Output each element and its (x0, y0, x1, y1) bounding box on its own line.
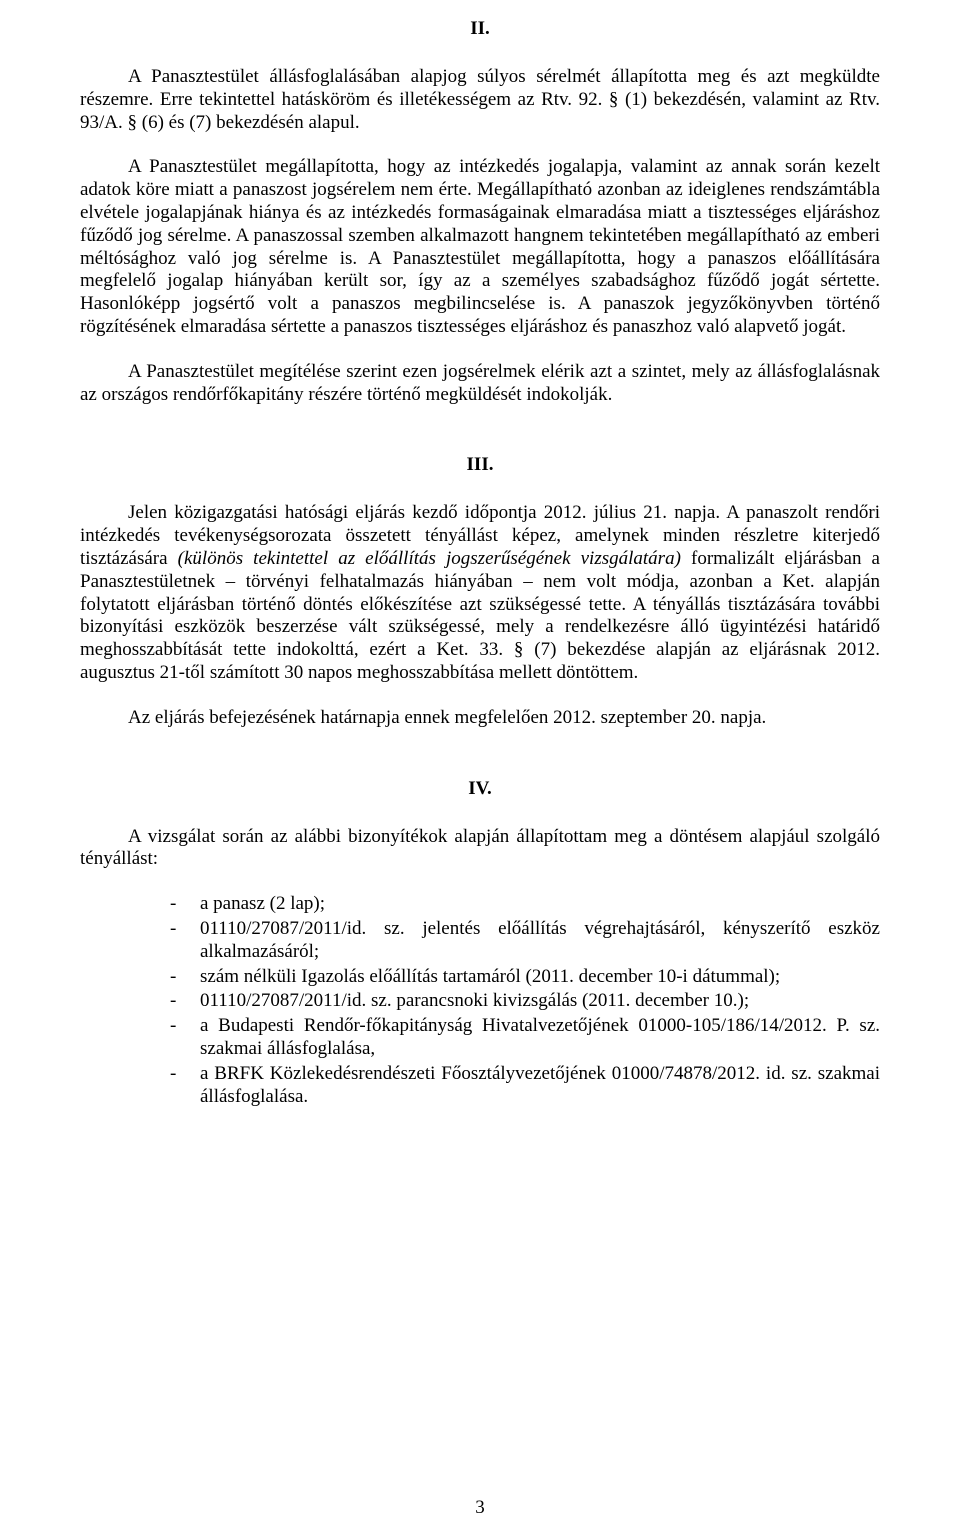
evidence-list: a panasz (2 lap);01110/27087/2011/id. sz… (80, 893, 880, 1108)
s4-paragraph-1: A vizsgálat során az alábbi bizonyítékok… (80, 826, 880, 872)
list-item: 01110/27087/2011/id. sz. jelentés előáll… (170, 918, 880, 964)
page-number: 3 (0, 1497, 960, 1519)
section-heading-iv: IV. (80, 778, 880, 800)
s3-paragraph-2: Az eljárás befejezésének határnapja enne… (80, 707, 880, 730)
section-heading-ii: II. (80, 18, 880, 40)
s2-paragraph-1: A Panasztestület állásfoglalásában alapj… (80, 66, 880, 134)
s3-paragraph-1: Jelen közigazgatási hatósági eljárás kez… (80, 502, 880, 684)
list-item: 01110/27087/2011/id. sz. parancsnoki kiv… (170, 990, 880, 1013)
list-item: szám nélküli Igazolás előállítás tartamá… (170, 966, 880, 989)
list-item: a BRFK Közlekedésrendészeti Főosztályvez… (170, 1063, 880, 1109)
s2-paragraph-3: A Panasztestület megítélése szerint ezen… (80, 361, 880, 407)
s2-paragraph-2: A Panasztestület megállapította, hogy az… (80, 156, 880, 338)
document-page: II. A Panasztestület állásfoglalásában a… (0, 0, 960, 1537)
section-heading-iii: III. (80, 454, 880, 476)
list-item: a Budapesti Rendőr-főkapitányság Hivatal… (170, 1015, 880, 1061)
s3-p1-italic: (különös tekintettel az előállítás jogsz… (178, 548, 681, 569)
list-item: a panasz (2 lap); (170, 893, 880, 916)
